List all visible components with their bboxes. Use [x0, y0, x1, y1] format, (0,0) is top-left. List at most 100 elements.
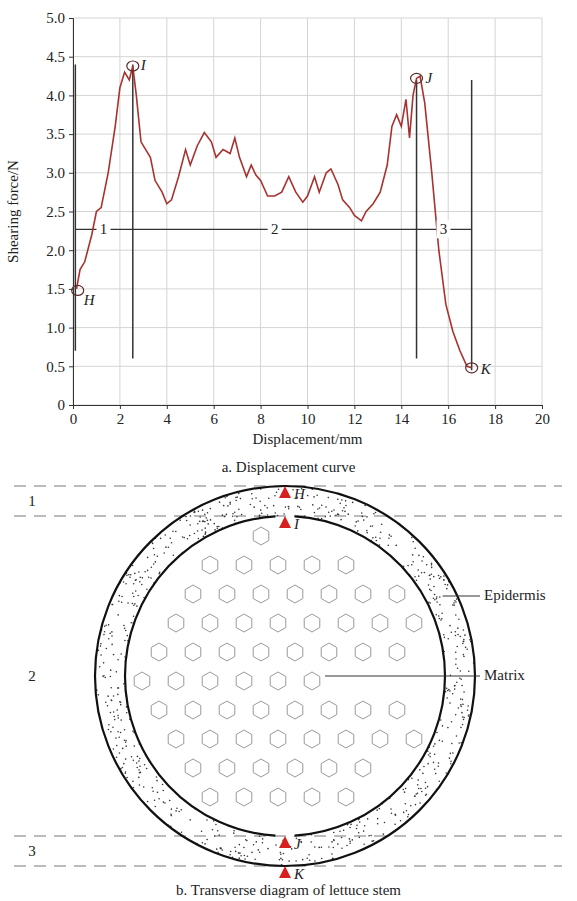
matrix-cell	[185, 643, 201, 661]
stipple-dot	[285, 506, 287, 508]
matrix-cell	[287, 759, 303, 777]
stipple-dot	[450, 761, 452, 763]
stipple-dot	[117, 715, 119, 717]
stipple-dot	[111, 631, 113, 633]
stipple-dot	[458, 707, 460, 709]
stipple-dot	[116, 756, 118, 758]
stipple-dot	[316, 495, 318, 497]
stipple-dot	[400, 820, 402, 822]
stipple-dot	[138, 760, 140, 762]
stipple-dot	[124, 729, 126, 731]
matrix-cell	[168, 614, 184, 632]
stipple-dot	[347, 513, 349, 515]
stipple-dot	[201, 529, 203, 531]
stipple-dot	[240, 498, 242, 500]
matrix-cell	[338, 556, 354, 574]
stipple-dot	[361, 512, 363, 514]
stipple-dot	[100, 654, 102, 656]
stipple-dot	[120, 719, 122, 721]
stipple-dot	[111, 644, 113, 646]
stipple-dot	[119, 701, 121, 703]
stipple-dot	[297, 506, 299, 508]
stage-boundary	[416, 80, 418, 359]
stipple-dot	[194, 533, 196, 535]
tick-label: 2.0	[46, 243, 65, 259]
stipple-dot	[447, 727, 449, 729]
stipple-dot	[433, 576, 435, 578]
stipple-dot	[120, 704, 122, 706]
stipple-dot	[139, 784, 141, 786]
stipple-dot	[451, 721, 453, 723]
stipple-dot	[236, 496, 238, 498]
stipple-dot	[115, 737, 117, 739]
stipple-dot	[339, 831, 341, 833]
stipple-dot	[193, 512, 195, 514]
matrix-cell	[236, 556, 252, 574]
stipple-dot	[133, 583, 135, 585]
stipple-dot	[218, 526, 220, 528]
stipple-dot	[362, 516, 364, 518]
stipple-dot	[459, 636, 461, 638]
matrix-cell	[219, 759, 235, 777]
stipple-dot	[168, 546, 170, 548]
tick-label: 0	[58, 397, 66, 413]
stipple-dot	[202, 520, 204, 522]
stipple-dot	[389, 534, 391, 536]
stage-label: 2	[271, 221, 279, 237]
stipple-dot	[407, 565, 409, 567]
cut-point	[279, 836, 291, 848]
tick-label: 8	[257, 411, 265, 427]
stipple-dot	[434, 753, 436, 755]
zone-label: 1	[28, 493, 36, 509]
stipple-dot	[455, 651, 457, 653]
stipple-dot	[117, 687, 119, 689]
stipple-dot	[267, 848, 269, 850]
stipple-dot	[140, 772, 142, 774]
stipple-dot	[123, 763, 125, 765]
stipple-dot	[375, 536, 377, 538]
tick: 3.0	[46, 165, 73, 181]
stipple-dot	[126, 777, 128, 779]
stipple-dot	[412, 561, 414, 563]
stipple-dot	[139, 581, 141, 583]
stipple-dot	[331, 841, 333, 843]
tick: 0.5	[46, 359, 73, 375]
stipple-dot	[117, 659, 119, 661]
stipple-dot	[110, 676, 112, 678]
stipple-dot	[169, 800, 171, 802]
stipple-dot	[154, 806, 156, 808]
tick: 16	[441, 405, 457, 427]
stipple-dot	[438, 575, 440, 577]
tick-label: 0.5	[46, 359, 65, 375]
stipple-dot	[121, 596, 123, 598]
stipple-dot	[454, 685, 456, 687]
stipple-dot	[411, 777, 413, 779]
stipple-dot	[104, 631, 106, 633]
tick: 1.0	[46, 320, 73, 336]
stipple-dot	[446, 697, 448, 699]
stipple-dot	[379, 538, 381, 540]
stipple-dot	[151, 566, 153, 568]
stipple-dot	[331, 853, 333, 855]
stipple-dot	[258, 849, 260, 851]
stipple-dot	[109, 632, 111, 634]
stipple-dot	[105, 677, 107, 679]
annotation-label: J	[426, 70, 434, 86]
annotation-marker	[466, 363, 478, 373]
stipple-dot	[234, 520, 236, 522]
stipple-dot	[423, 766, 425, 768]
matrix-cell	[287, 701, 303, 719]
stipple-dot	[108, 729, 110, 731]
stipple-dot	[138, 769, 140, 771]
stipple-dot	[212, 829, 214, 831]
diagram: 123HIJKEpidermisMatrix	[14, 486, 562, 882]
stipple-dot	[98, 650, 100, 652]
stipple-dot	[433, 586, 435, 588]
stipple-dot	[175, 810, 177, 812]
stipple-dot	[255, 497, 257, 499]
stipple-dot	[442, 725, 444, 727]
stipple-dot	[329, 515, 331, 517]
stipple-dot	[287, 506, 289, 508]
stipple-dot	[434, 594, 436, 596]
stipple-dot	[300, 509, 302, 511]
